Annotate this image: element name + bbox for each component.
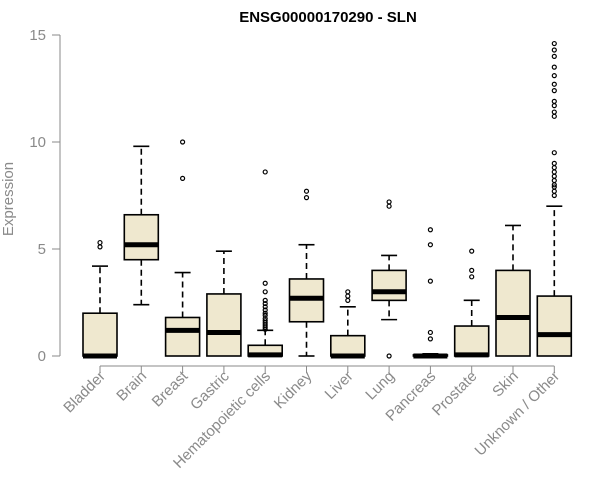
box-iqr	[536, 295, 573, 357]
outlier-point	[551, 47, 557, 53]
outlier-point	[262, 315, 268, 322]
outlier-point	[345, 293, 351, 299]
outlier-point	[551, 173, 557, 179]
box-group	[123, 145, 160, 306]
x-tick-label: Liver	[322, 368, 357, 403]
outlier-point	[551, 150, 557, 156]
outlier-point	[97, 239, 103, 246]
outlier-point	[262, 312, 268, 318]
outlier-point	[427, 329, 433, 336]
outlier-point	[345, 297, 351, 303]
x-tick-label: Prostate	[429, 368, 481, 420]
outlier-point	[180, 139, 186, 145]
outlier-point	[262, 318, 268, 324]
box-group	[536, 40, 573, 357]
box-iqr	[329, 334, 366, 357]
x-tick-label: Brain	[113, 368, 150, 405]
outlier-point	[262, 307, 268, 313]
box-group	[206, 250, 242, 357]
outlier-point	[551, 184, 557, 190]
outlier-point	[97, 244, 103, 250]
outlier-point	[262, 304, 268, 310]
outlier-point	[386, 203, 392, 209]
box-iqr	[371, 269, 407, 302]
x-tick-label: Lung	[362, 368, 398, 404]
outlier-point	[551, 192, 557, 199]
outlier-point	[345, 289, 351, 295]
outlier-point	[551, 64, 557, 70]
outlier-point	[262, 280, 268, 286]
outlier-point	[551, 40, 557, 47]
outlier-point	[551, 177, 557, 184]
outlier-point	[551, 103, 557, 109]
y-axis-label: Expression	[0, 162, 17, 236]
outlier-point	[551, 109, 557, 115]
outlier-point	[551, 88, 557, 94]
box-iqr	[495, 269, 531, 357]
box-group	[247, 169, 283, 358]
outlier-point	[427, 336, 433, 342]
box-iqr	[82, 312, 118, 357]
outlier-point	[303, 195, 310, 201]
box-group	[329, 289, 366, 359]
outlier-point	[551, 169, 557, 175]
outlier-point	[469, 248, 475, 254]
outlier-point	[180, 175, 186, 181]
outlier-point	[262, 289, 268, 295]
outlier-point	[427, 227, 433, 233]
x-tick-label: Kidney	[271, 367, 316, 412]
box-group	[495, 224, 531, 357]
box-group	[164, 139, 201, 357]
axes: 0 5 10 15	[29, 27, 555, 373]
y-tick-label: 0	[38, 348, 46, 365]
outlier-point	[469, 274, 475, 280]
outlier-point	[551, 81, 557, 87]
outlier-point	[551, 188, 557, 194]
outlier-point	[303, 188, 310, 194]
outlier-point	[551, 160, 557, 166]
y-tick-label: 15	[29, 27, 46, 44]
box-iqr	[206, 293, 242, 357]
outlier-point	[386, 199, 392, 205]
x-tick-label: Bladder	[60, 368, 109, 417]
box-group	[453, 248, 490, 358]
outlier-point	[551, 113, 557, 119]
box-group	[412, 227, 449, 359]
box-iqr	[164, 316, 201, 357]
outlier-point	[551, 73, 557, 79]
box-iqr	[123, 213, 160, 261]
x-tick-label: Skin	[489, 368, 522, 401]
outlier-point	[262, 300, 268, 307]
box-group	[288, 188, 325, 357]
outlier-point	[427, 242, 433, 248]
outlier-point	[386, 353, 392, 359]
x-tick-label: Breast	[149, 367, 192, 410]
box-iqr	[453, 325, 490, 357]
y-tick-label: 5	[38, 241, 46, 258]
outlier-point	[469, 267, 475, 273]
box-group	[82, 239, 118, 359]
outlier-point	[551, 165, 557, 171]
y-tick-label: 10	[29, 134, 46, 151]
outlier-point	[551, 98, 557, 104]
outlier-point	[551, 53, 557, 60]
outlier-point	[427, 278, 433, 284]
boxes	[82, 40, 573, 359]
outlier-point	[262, 169, 268, 175]
box-group	[371, 199, 407, 359]
chart-title: ENSG00000170290 - SLN	[239, 9, 417, 26]
outlier-point	[262, 310, 268, 316]
outlier-point	[262, 297, 268, 303]
